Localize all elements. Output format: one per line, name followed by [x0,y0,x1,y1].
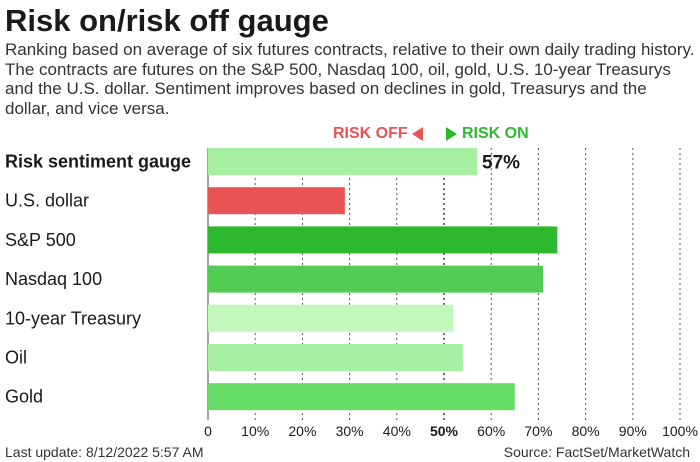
bar [208,265,544,293]
legend-risk-off: RISK OFF [333,123,423,145]
x-tick-label: 10% [241,423,269,439]
bar [208,148,478,175]
x-tick-label: 20% [288,423,316,439]
bar [208,304,454,332]
legend-risk-on: RISK ON [446,123,529,145]
category-label: Nasdaq 100 [5,269,102,289]
bar [208,226,558,254]
category-label: S&P 500 [5,230,76,250]
x-tick-label: 30% [336,423,364,439]
x-tick-label: 60% [477,423,505,439]
x-tick-label: 40% [383,423,411,439]
chart-subtitle: Ranking based on average of six futures … [5,40,695,118]
legend-risk-off-label: RISK OFF [333,125,408,142]
category-label: Gold [5,387,43,407]
category-label: 10-year Treasury [5,308,141,328]
arrow-left-icon [411,127,423,141]
x-tick-label: 50% [430,423,459,439]
arrow-right-icon [446,127,457,141]
category-label: Risk sentiment gauge [5,152,191,172]
bar-chart: 0 10% 20% 30% 40% 50% 60% 70% 80% 90% 100% Risk sen… [5,148,698,439]
x-tick-label: 0 [204,423,212,439]
bar [208,187,345,215]
x-tick-label: 80% [572,423,600,439]
chart-title: Risk on/risk off gauge [5,3,329,38]
last-update: Last update: 8/12/2022 5:57 AM [5,444,204,460]
x-tick-label: 100% [662,423,698,439]
legend-risk-on-label: RISK ON [462,125,529,142]
data-label: 57% [482,153,520,174]
source-credit: Source: FactSet/MarketWatch [503,444,690,460]
bar [208,383,515,411]
category-label: U.S. dollar [5,191,89,211]
bar [208,344,463,371]
x-tick-label: 70% [524,423,552,439]
x-tick-label: 90% [619,423,647,439]
category-label: Oil [5,348,27,368]
